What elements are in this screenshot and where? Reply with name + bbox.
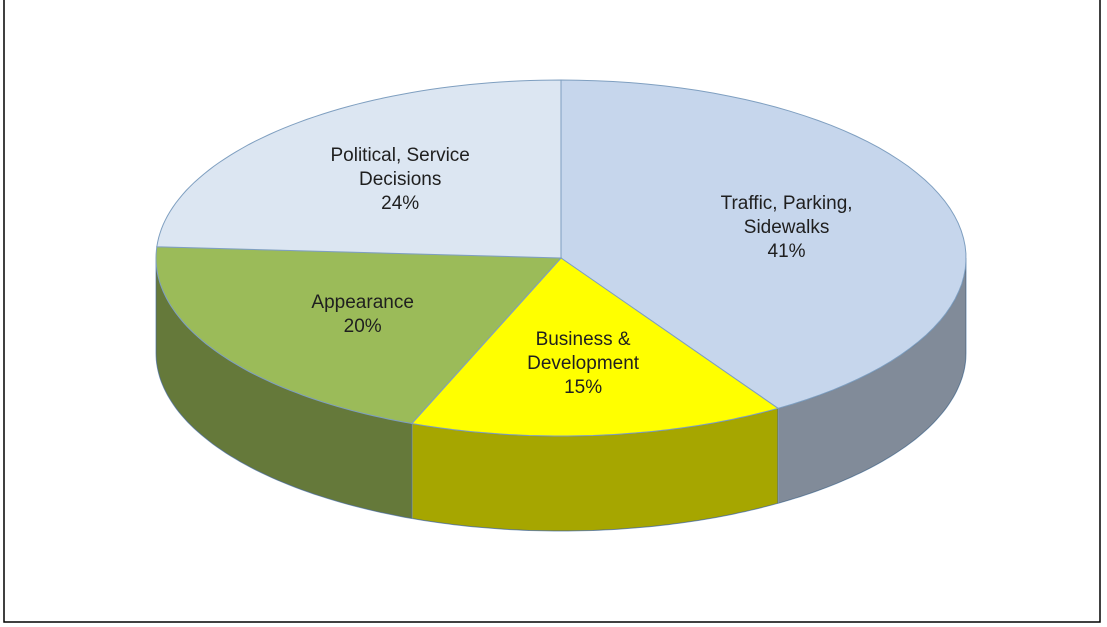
category-label: Traffic, Parking, Sidewalks [720,193,853,239]
slice [560,79,967,409]
value-label: 41% [767,241,806,263]
category-label: Business & Development [527,329,640,375]
slice-label: Business & Development 15% [488,328,678,400]
slice-label: Appearance 20% [268,291,458,339]
category-label: Appearance [311,292,414,314]
side-shade [411,408,778,531]
slice-label: Traffic, Parking, Sidewalks 41% [692,192,882,264]
slice [410,257,780,437]
slice [155,246,563,425]
slice [156,79,562,259]
value-label: 24% [381,193,420,215]
frame [3,0,1101,623]
value-label: 15% [564,377,603,399]
side-shade [778,258,966,504]
value-label: 20% [343,316,382,338]
slice-label: Political, Service Decisions 24% [305,144,495,216]
category-label: Political, Service Decisions [330,145,470,191]
